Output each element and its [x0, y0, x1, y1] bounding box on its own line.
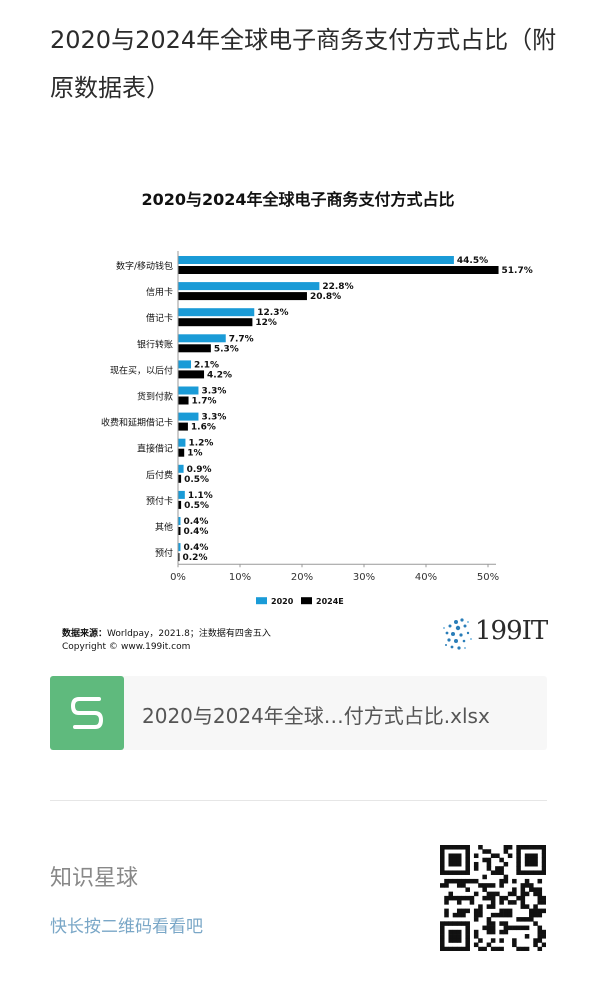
category-label: 信用卡	[146, 286, 173, 298]
attachment-filename[interactable]: 2020与2024年全球…付方式占比.xlsx	[142, 704, 490, 728]
bar-2020	[178, 256, 454, 264]
data-label: 20.8%	[310, 292, 341, 302]
data-label: 0.4%	[183, 527, 208, 537]
data-label: 3.3%	[201, 387, 226, 397]
data-label: 4.2%	[207, 370, 232, 380]
x-tick-label: 30%	[353, 572, 375, 583]
legend-swatch-2024E	[301, 597, 312, 605]
x-tick-label: 0%	[170, 572, 186, 583]
bar-2020	[178, 308, 255, 317]
data-label: 1.6%	[191, 423, 216, 433]
bar-2024E	[178, 344, 211, 353]
globe-dots-icon	[443, 618, 472, 650]
data-label: 7.7%	[229, 334, 254, 344]
page-title: 2020与2024年全球电子商务支付方式占比（附原数据表）	[50, 26, 557, 102]
bar-2024E	[178, 553, 180, 562]
legend-label: 2024E	[316, 597, 344, 606]
data-label: 12.3%	[257, 308, 288, 318]
bar-2024E	[178, 422, 188, 431]
brand-name: 知识星球	[50, 866, 139, 891]
bar-2024E	[178, 474, 182, 483]
bar-chart: 2020与2024年全球电子商务支付方式占比 数字/移动钱包 44.5% 51.7%…	[101, 190, 533, 606]
bar-2020	[178, 490, 185, 499]
bar-2020	[178, 464, 184, 473]
category-label: 收费和延期借记卡	[101, 417, 173, 429]
source-note: 数据来源：Worldpay，2021.8；注数据有四舍五入	[62, 626, 271, 639]
legend-label: 2020	[271, 597, 294, 606]
data-label: 0.5%	[184, 475, 209, 485]
bar-2024E	[178, 266, 499, 274]
data-label: 51.7%	[502, 266, 533, 276]
data-label: 0.4%	[183, 543, 208, 553]
bar-2024E	[178, 500, 182, 509]
qr-hint: 快长按二维码看看吧	[50, 917, 203, 937]
data-label: 22.8%	[322, 282, 353, 292]
source-text: Worldpay，2021.8；注数据有四舍五入	[107, 629, 271, 639]
bar-2020	[178, 412, 199, 421]
bar-2020	[178, 282, 320, 291]
category-label: 预付	[155, 548, 173, 559]
data-label: 44.5%	[457, 256, 488, 266]
category-label: 预付卡	[146, 495, 173, 507]
logo-wordmark: 199IT	[475, 616, 548, 646]
divider	[50, 800, 547, 801]
bar-2024E	[178, 370, 205, 379]
qr-code-icon[interactable]	[440, 845, 546, 951]
spreadsheet-icon	[50, 676, 124, 750]
data-label: 1.7%	[192, 397, 217, 407]
data-label: 2.1%	[194, 360, 219, 370]
category-label: 货到付款	[137, 391, 173, 403]
data-label: 5.3%	[214, 344, 239, 354]
data-label: 12%	[255, 318, 277, 328]
bar-2020	[178, 543, 181, 552]
bar-2024E	[178, 292, 307, 301]
bar-2024E	[178, 448, 185, 457]
data-label: 1.2%	[188, 439, 213, 449]
category-label: 后付费	[146, 469, 173, 481]
copyright-url: www.199it.com	[120, 642, 191, 652]
category-label: 其他	[155, 521, 173, 533]
source-label: 数据来源：	[62, 629, 108, 639]
chart-title: 2020与2024年全球电子商务支付方式占比	[141, 190, 454, 209]
bar-2020	[178, 438, 186, 447]
category-label: 直接借记	[137, 443, 173, 455]
attachment-card[interactable]: 2020与2024年全球…付方式占比.xlsx	[50, 676, 547, 750]
bar-2024E	[178, 396, 189, 405]
data-label: 0.5%	[184, 501, 209, 511]
category-label: 银行转账	[137, 338, 173, 350]
copyright-note: Copyright © www.199it.com	[62, 642, 190, 652]
bar-2024E	[178, 527, 181, 535]
data-label: 3.3%	[201, 413, 226, 423]
x-tick-label: 10%	[229, 572, 251, 583]
copyright-label: Copyright ©	[62, 642, 118, 652]
data-label: 1%	[187, 449, 202, 459]
category-label: 借记卡	[146, 312, 173, 324]
bar-2024E	[178, 318, 253, 327]
legend-swatch-2020	[256, 597, 267, 605]
x-tick-label: 20%	[291, 572, 313, 583]
category-label: 现在买，以后付	[110, 364, 173, 376]
x-tick-label: 50%	[477, 572, 499, 583]
bar-2020	[178, 386, 199, 395]
data-label: 0.9%	[187, 465, 212, 475]
bar-2020	[178, 360, 192, 369]
data-label: 0.2%	[183, 553, 208, 563]
category-label: 数字/移动钱包	[116, 260, 173, 272]
bar-2020	[178, 334, 226, 343]
199it-logo: 199IT	[438, 612, 558, 658]
data-label: 1.1%	[188, 491, 213, 501]
x-tick-label: 40%	[415, 572, 437, 583]
data-label: 0.4%	[183, 517, 208, 527]
bar-2020	[178, 517, 181, 525]
